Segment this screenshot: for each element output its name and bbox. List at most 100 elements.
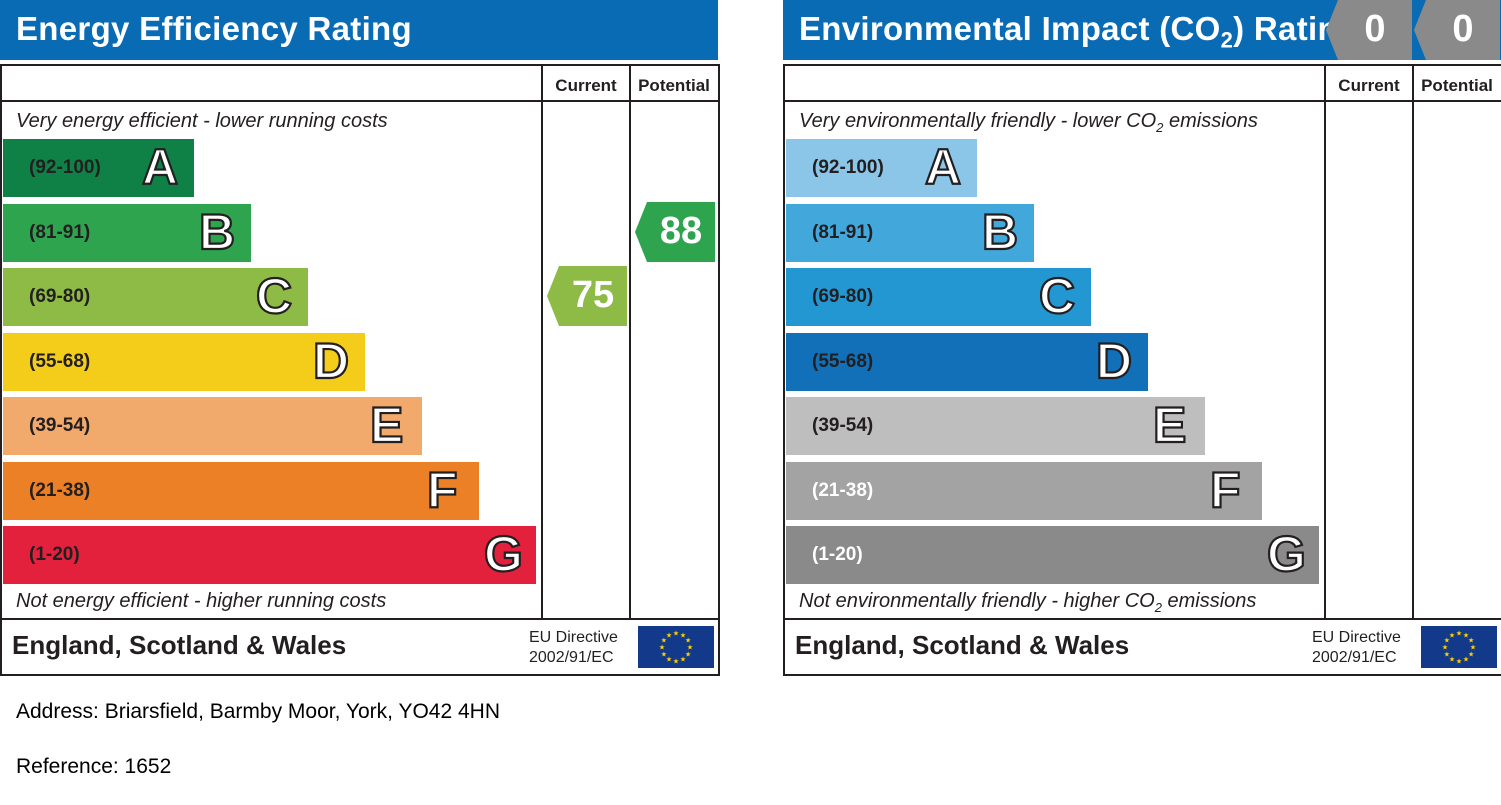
band-g: (1-20) G <box>786 525 1319 584</box>
band-letter: C <box>255 267 293 325</box>
band-range-label: (69-80) <box>29 286 91 307</box>
svg-text:★: ★ <box>1468 651 1474 659</box>
eu-flag-icon: ★ ★ ★ ★ ★ ★ ★ ★ ★ ★ ★ ★ <box>1421 626 1497 668</box>
svg-text:★: ★ <box>1463 656 1469 664</box>
top-caption: Very energy efficient - lower running co… <box>16 110 388 132</box>
energy-current-value: 75 <box>571 274 615 316</box>
top-caption-main: Very environmentally friendly - lower CO <box>799 110 1157 132</box>
band-f: (21-38) F <box>3 460 479 520</box>
env-potential-value: 0 <box>1452 8 1474 50</box>
eu-directive-line-2: 2002/91/EC <box>1312 649 1397 666</box>
footer-divider <box>785 618 1501 620</box>
band-e: (39-54) E <box>3 396 422 455</box>
band-f: (21-38) F <box>786 460 1262 520</box>
current-column-divider <box>1324 66 1326 618</box>
eu-stars-icon: ★ ★★★★★★★★★★★ <box>659 630 693 666</box>
band-range-label: (81-91) <box>812 221 874 243</box>
svg-text:★: ★ <box>1449 656 1455 664</box>
band-range-label: (92-100) <box>29 157 101 178</box>
band-c: (69-80) C <box>3 267 308 326</box>
eu-directive-line-1: EU Directive <box>529 629 618 646</box>
bottom-caption-tail: emissions <box>1161 590 1257 612</box>
svg-text:★: ★ <box>685 651 691 659</box>
eu-flag-icon: ★ ★ ★ ★ ★ ★ ★ ★ ★ ★ ★ ★ <box>638 626 714 668</box>
band-range-label: (55-68) <box>812 350 874 372</box>
env-title-bar: Environmental Impact (CO2) Rating 0 0 <box>783 0 1501 60</box>
svg-text:★: ★ <box>1456 630 1462 638</box>
band-c: (69-80) C <box>786 267 1091 326</box>
svg-text:★: ★ <box>673 630 679 638</box>
svg-text:★: ★ <box>1470 644 1476 652</box>
band-range-label: (1-20) <box>29 544 80 565</box>
band-letter: F <box>426 460 459 518</box>
env-title-main: Environmental Impact (CO <box>799 10 1221 47</box>
top-caption: Very environmentally friendly - lower CO… <box>799 110 1258 135</box>
svg-text:★: ★ <box>685 637 691 645</box>
band-letter: G <box>483 525 524 583</box>
env-title-sub: 2 <box>1220 27 1234 53</box>
svg-text:★: ★ <box>661 651 667 659</box>
bottom-caption: Not energy efficient - higher running co… <box>16 590 387 612</box>
band-d: (55-68) D <box>3 331 365 391</box>
band-letter: E <box>1152 396 1188 454</box>
band-letter: B <box>198 202 236 260</box>
svg-text:★: ★ <box>661 637 667 645</box>
band-b: (81-91) B <box>786 202 1034 262</box>
current-column-header: Current <box>555 76 617 95</box>
header-divider <box>785 100 1501 102</box>
energy-title-bar: Energy Efficiency Rating <box>0 0 718 60</box>
svg-text:★: ★ <box>1444 637 1450 645</box>
bottom-caption-main: Not environmentally friendly - higher CO <box>799 590 1155 612</box>
svg-text:★: ★ <box>680 656 686 664</box>
eu-directive-line-1: EU Directive <box>1312 629 1401 646</box>
svg-text:★: ★ <box>680 631 686 639</box>
eu-directive-label: EU Directive 2002/91/EC <box>529 628 618 668</box>
band-letter: E <box>369 396 405 454</box>
eu-directive-label: EU Directive 2002/91/EC <box>1312 628 1401 668</box>
region-label: England, Scotland & Wales <box>795 630 1130 660</box>
env-potential-badge: 0 <box>1414 0 1500 60</box>
band-d: (55-68) D <box>786 331 1148 391</box>
bottom-caption: Not environmentally friendly - higher CO… <box>799 590 1256 615</box>
env-current-badge-shape <box>1326 0 1412 60</box>
potential-column-divider <box>629 66 631 618</box>
svg-text:★: ★ <box>687 644 693 652</box>
energy-potential-value: 88 <box>659 209 703 252</box>
band-range-label: (69-80) <box>812 286 874 307</box>
band-letter: A <box>141 138 179 196</box>
env-potential-badge-shape <box>1414 0 1500 60</box>
eu-stars-icon: ★ ★★★★★★★★★★★ <box>1442 630 1476 666</box>
reference-text: Reference: 1652 <box>16 755 172 778</box>
env-chart-frame: Current Potential Very environmentally f… <box>783 64 1501 676</box>
env-chart-title: Environmental Impact (CO2) Rating <box>799 10 1358 54</box>
band-b: (81-91) B <box>3 202 251 262</box>
band-letter: F <box>1209 460 1242 518</box>
potential-column-divider <box>1412 66 1414 618</box>
top-caption-sub: 2 <box>1156 120 1164 135</box>
potential-column-header: Potential <box>1421 76 1493 95</box>
potential-column-header: Potential <box>638 76 710 95</box>
svg-text:★: ★ <box>1449 631 1455 639</box>
svg-text:★: ★ <box>666 656 672 664</box>
band-letter: D <box>1095 331 1133 389</box>
band-a: (92-100) A <box>3 138 194 197</box>
energy-chart-title: Energy Efficiency Rating <box>16 10 412 47</box>
svg-text:★: ★ <box>666 631 672 639</box>
band-range-label: (1-20) <box>812 544 863 565</box>
band-range-label: (55-68) <box>29 350 91 372</box>
svg-text:★: ★ <box>1463 631 1469 639</box>
svg-text:★: ★ <box>1468 637 1474 645</box>
band-letter: D <box>312 331 350 389</box>
environmental-impact-chart: Environmental Impact (CO2) Rating 0 0 Cu… <box>783 0 1501 676</box>
band-range-label: (81-91) <box>29 221 91 243</box>
bottom-caption-sub: 2 <box>1154 600 1162 615</box>
address-text: Address: Briarsfield, Barmby Moor, York,… <box>16 700 500 723</box>
svg-text:★: ★ <box>659 644 665 652</box>
band-letter: B <box>981 202 1019 260</box>
energy-potential-marker: 88 <box>635 201 715 262</box>
potential-arrow-shape <box>635 201 715 262</box>
band-range-label: (39-54) <box>29 415 91 436</box>
header-divider <box>2 100 718 102</box>
band-letter: C <box>1038 267 1076 325</box>
current-column-header: Current <box>1338 76 1400 95</box>
